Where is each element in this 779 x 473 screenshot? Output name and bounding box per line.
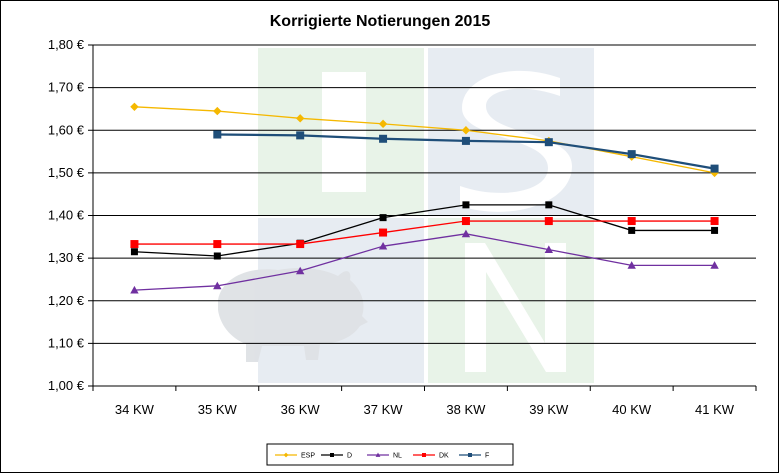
x-tick-label: 36 KW [281, 402, 321, 417]
data-point [130, 102, 139, 112]
data-point [130, 240, 139, 249]
legend-label: ESP [301, 453, 315, 460]
x-tick-label: 34 KW [115, 402, 155, 417]
legend-label: F [485, 453, 489, 460]
y-tick-label: 1,70 € [48, 80, 85, 95]
data-point [379, 214, 387, 222]
data-point [710, 164, 719, 173]
data-point [295, 114, 305, 123]
legend-box [266, 443, 514, 466]
data-point [628, 226, 636, 234]
x-axis-ticks: 34 KW 35 KW 36 KW 37 KW 38 KW 39 KW 40 KW 41 KW [92, 386, 757, 417]
legend-item-nl: NL [367, 453, 402, 460]
data-point [378, 241, 388, 250]
legend-item-esp: ESP [275, 453, 315, 460]
data-point [461, 217, 470, 226]
series-f [213, 130, 719, 173]
data-point [379, 134, 388, 143]
data-point [213, 106, 222, 116]
series-lines [130, 102, 719, 294]
data-point [295, 266, 305, 275]
y-tick-label: 1,60 € [48, 122, 85, 137]
x-tick-label: 38 KW [446, 402, 486, 417]
legend-label: D [347, 453, 352, 460]
data-point [710, 261, 719, 269]
legend-label: DK [439, 453, 449, 460]
data-point [461, 126, 471, 135]
data-point [627, 261, 636, 269]
y-tick-label: 1,00 € [48, 378, 85, 393]
y-tick-label: 1,10 € [48, 335, 85, 350]
y-tick-label: 1,40 € [48, 208, 85, 223]
x-tick-label: 35 KW [198, 402, 238, 417]
x-tick-label: 37 KW [364, 402, 404, 417]
data-point [544, 138, 553, 147]
data-point [296, 240, 305, 249]
series-d [130, 201, 719, 260]
legend-label: NL [393, 453, 402, 460]
legend-item-d: D [321, 453, 352, 460]
series-line [134, 204, 715, 257]
series-line [134, 220, 715, 245]
data-point [627, 150, 636, 159]
data-point [544, 217, 553, 226]
data-point [213, 240, 222, 249]
x-tick-label: 41 KW [695, 402, 735, 417]
y-tick-label: 1,80 € [48, 37, 85, 52]
data-point [130, 285, 139, 294]
y-axis-ticks: 1,00 € 1,10 € 1,20 € 1,30 € 1,40 € 1,50 € 1,60… [48, 37, 93, 393]
x-tick-label: 39 KW [529, 402, 569, 417]
grid-lines [93, 44, 756, 344]
y-tick-label: 1,30 € [48, 250, 85, 265]
data-point [461, 136, 470, 145]
data-point [213, 130, 222, 139]
series-nl [130, 229, 719, 294]
data-point [545, 201, 553, 209]
legend-item-dk: DK [413, 453, 449, 460]
chart-title: Korrigierte Notierungen 2015 [270, 13, 491, 30]
data-point [378, 119, 388, 129]
series-line [134, 233, 715, 291]
data-point [379, 228, 388, 237]
data-point [627, 217, 636, 226]
legend-marker [283, 452, 289, 458]
legend-marker [330, 453, 334, 457]
data-point [296, 131, 305, 140]
data-point [711, 226, 719, 234]
legend-item-f: F [459, 453, 489, 460]
data-point [213, 281, 222, 290]
legend: ESP D NL DK F [266, 443, 514, 466]
y-tick-label: 1,20 € [48, 293, 85, 308]
data-point [710, 217, 719, 226]
series-dk [130, 217, 719, 249]
legend-marker [468, 453, 472, 457]
x-tick-label: 40 KW [612, 402, 652, 417]
y-tick-label: 1,50 € [48, 165, 85, 180]
data-point [213, 252, 221, 260]
data-point [544, 245, 554, 253]
legend-marker [422, 453, 426, 457]
legend-marker [375, 452, 381, 457]
series-line [134, 106, 715, 174]
data-point [130, 248, 138, 256]
data-point [462, 201, 470, 209]
data-point [461, 229, 471, 238]
